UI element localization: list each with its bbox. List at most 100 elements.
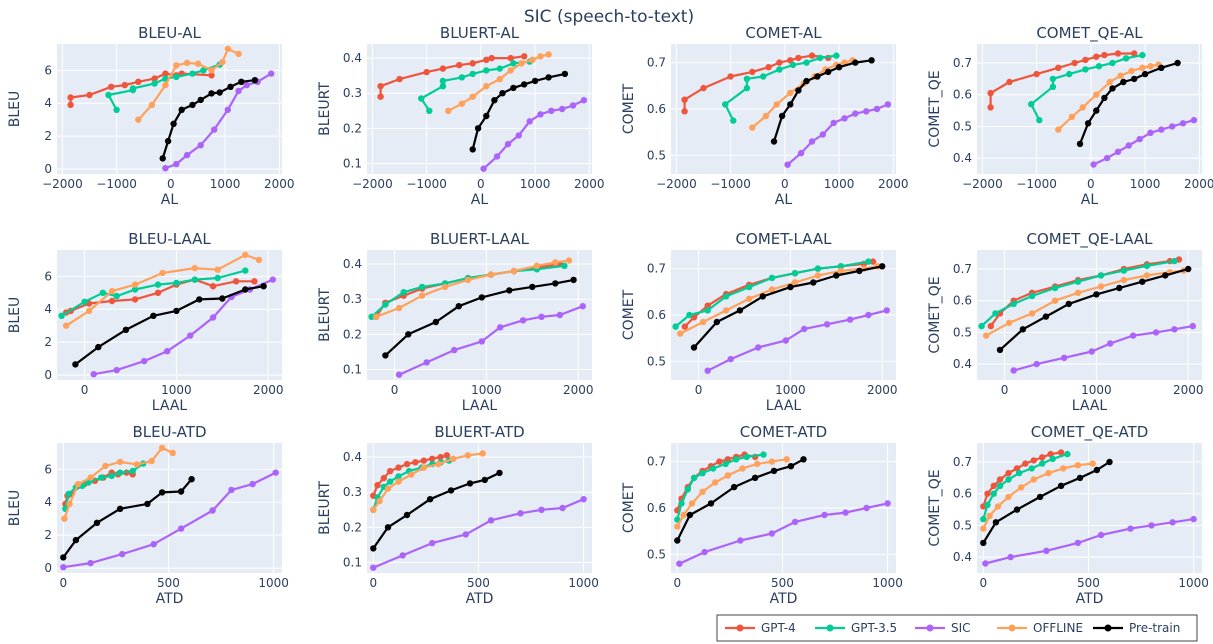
series-line-offline xyxy=(63,446,174,520)
data-point-gpt-4 xyxy=(987,322,994,330)
data-point-gpt-3-5 xyxy=(98,474,105,481)
data-point-gpt-3-5 xyxy=(368,313,375,320)
data-point-pre-train xyxy=(1019,326,1027,333)
data-point-sic xyxy=(538,506,545,513)
y-tick-label: 0.2 xyxy=(343,520,362,534)
data-point-pre-train xyxy=(713,318,721,326)
data-point-gpt-4 xyxy=(996,476,1004,483)
data-point-offline xyxy=(533,262,541,269)
data-point-gpt-3-5 xyxy=(699,470,706,477)
data-point-gpt-3-5 xyxy=(745,283,753,291)
data-point-gpt-3-5 xyxy=(1051,284,1059,292)
x-tick-label: 2000 xyxy=(878,177,909,191)
data-point-sic xyxy=(821,511,828,519)
data-point-sic xyxy=(162,165,169,172)
data-point-pre-train xyxy=(730,483,738,491)
legend-swatch-marker xyxy=(1104,624,1112,632)
legend-item-pre-train[interactable]: Pre-train xyxy=(1093,621,1180,635)
data-point-offline xyxy=(722,307,730,314)
data-point-gpt-4 xyxy=(209,283,217,290)
legend-item-offline[interactable]: OFFLINE xyxy=(997,621,1083,635)
data-point-offline xyxy=(131,281,139,288)
data-point-pre-train xyxy=(795,87,802,94)
data-point-gpt-3-5 xyxy=(984,501,991,508)
data-point-sic xyxy=(497,324,504,331)
data-point-pre-train xyxy=(521,81,528,88)
data-point-gpt-4 xyxy=(396,75,403,83)
data-point-pre-train xyxy=(478,294,485,301)
data-point-sic xyxy=(1043,547,1050,554)
data-point-sic xyxy=(791,518,799,526)
data-point-gpt-3-5 xyxy=(386,478,394,485)
data-point-offline xyxy=(169,449,176,457)
x-tick-label: −2000 xyxy=(352,177,393,191)
series-line-pre-train xyxy=(772,59,872,142)
data-point-offline xyxy=(158,444,166,452)
data-point-gpt-3-5 xyxy=(382,301,389,308)
data-point-gpt-3-5 xyxy=(992,310,999,317)
data-point-gpt-4 xyxy=(716,458,723,465)
data-point-sic xyxy=(801,325,808,333)
legend-item-sic[interactable]: SIC xyxy=(915,621,971,635)
data-point-sic xyxy=(177,525,185,532)
data-point-sic xyxy=(863,108,870,115)
subplot-bluert-laal: 0 1000 2000 0.1 0.2 0.3 0.4 BLUERT-LAAL LAAL BLEU… xyxy=(317,230,593,414)
legend-item-gpt-4[interactable]: GPT-4 xyxy=(725,621,796,635)
data-point-gpt-4 xyxy=(1030,457,1038,464)
data-point-gpt-4 xyxy=(776,59,783,66)
data-point-gpt-3-5 xyxy=(65,490,72,498)
data-point-gpt-3-5 xyxy=(129,85,137,92)
legend-item-gpt-3-5[interactable]: GPT-3.5 xyxy=(815,621,897,635)
data-point-sic xyxy=(1148,522,1155,529)
data-point-sic xyxy=(519,317,527,324)
data-point-pre-train xyxy=(674,537,681,544)
data-point-gpt-3-5 xyxy=(200,67,207,74)
data-point-gpt-3-5 xyxy=(1049,83,1057,91)
data-point-offline xyxy=(1060,465,1067,472)
series-line-gpt-3-5 xyxy=(64,462,144,510)
series-line-sic xyxy=(1093,119,1195,166)
data-point-gpt-4 xyxy=(374,482,381,489)
data-point-gpt-4 xyxy=(131,296,139,303)
data-point-gpt-4 xyxy=(1131,50,1138,57)
data-point-sic xyxy=(1007,553,1014,561)
data-point-gpt-3-5 xyxy=(561,262,568,269)
y-tick-label: 0.6 xyxy=(647,102,666,116)
data-point-gpt-3-5 xyxy=(113,106,120,114)
data-point-offline xyxy=(66,500,73,508)
data-point-offline xyxy=(445,107,452,115)
data-point-pre-train xyxy=(1109,85,1116,92)
data-point-sic xyxy=(228,486,235,494)
data-point-gpt-4 xyxy=(1006,78,1013,86)
series-line-offline xyxy=(982,462,1093,530)
series-line-offline xyxy=(372,452,483,511)
data-point-offline xyxy=(537,53,544,60)
y-tick-label: 0.2 xyxy=(343,121,362,135)
data-point-pre-train xyxy=(72,361,79,368)
data-point-pre-train xyxy=(800,456,807,463)
legend-label: GPT-3.5 xyxy=(851,621,897,635)
legend-label: OFFLINE xyxy=(1033,621,1083,635)
data-point-pre-train xyxy=(219,295,226,302)
data-point-pre-train xyxy=(384,524,392,531)
data-point-offline xyxy=(1139,64,1146,72)
data-point-pre-train xyxy=(251,77,259,84)
data-point-gpt-3-5 xyxy=(113,292,120,300)
legend-label: GPT-4 xyxy=(761,621,796,635)
series-line-gpt-3-5 xyxy=(420,60,530,112)
data-point-offline xyxy=(162,81,169,89)
data-point-offline xyxy=(1074,289,1082,296)
data-point-offline xyxy=(565,257,573,264)
data-point-pre-train xyxy=(95,343,102,351)
data-point-offline xyxy=(510,267,518,275)
data-point-sic xyxy=(370,564,377,571)
x-tick-label: −2000 xyxy=(962,177,1003,191)
y-axis-label: BLEURT xyxy=(317,481,333,535)
y-tick-label: 0.7 xyxy=(953,262,972,276)
data-point-gpt-3-5 xyxy=(510,60,517,67)
data-point-gpt-3-5 xyxy=(116,469,124,476)
data-point-pre-train xyxy=(455,303,462,310)
data-point-offline xyxy=(370,506,377,513)
data-point-pre-train xyxy=(173,307,180,315)
y-tick-label: 2 xyxy=(44,335,52,349)
